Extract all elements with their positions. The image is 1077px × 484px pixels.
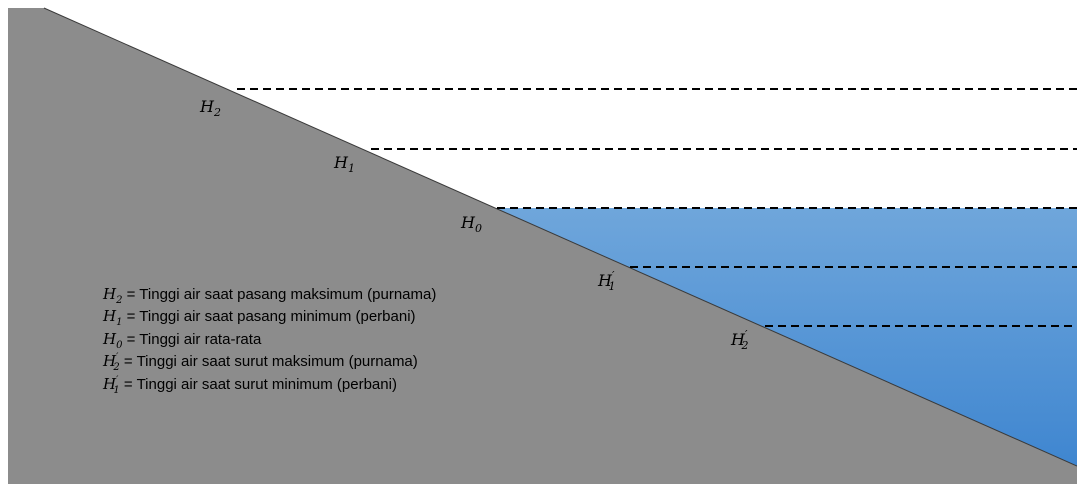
legend-item-h2: H2 = Tinggi air saat pasang maksimum (pu… [102, 285, 436, 306]
legend: H2 = Tinggi air saat pasang maksimum (pu… [102, 285, 436, 396]
level-label-h1-prime: H′ 1 [597, 269, 615, 293]
level-labels: H2 H1 H0 H′ 1 H′ 2 [199, 97, 748, 352]
legend-item-h1: H1 = Tinggi air saat pasang minimum (per… [102, 307, 416, 328]
ground-edge-line [43, 7, 1077, 467]
legend-item-h0: H0 = Tinggi air rata-rata [102, 330, 262, 351]
legend-item-h1-prime: H′ 1 = Tinggi air saat surut minimum (per… [102, 375, 397, 396]
level-label-h2-prime: H′ 2 [730, 328, 748, 352]
sloped-ground [8, 8, 1077, 484]
legend-item-h2-prime: H′ 2 = Tinggi air saat surut maksimum (pu… [102, 352, 418, 373]
level-label-h1: H1 [333, 153, 355, 175]
level-label-h0: H0 [460, 213, 482, 235]
water-level-lines [237, 88, 1077, 327]
level-label-h2: H2 [199, 97, 221, 119]
